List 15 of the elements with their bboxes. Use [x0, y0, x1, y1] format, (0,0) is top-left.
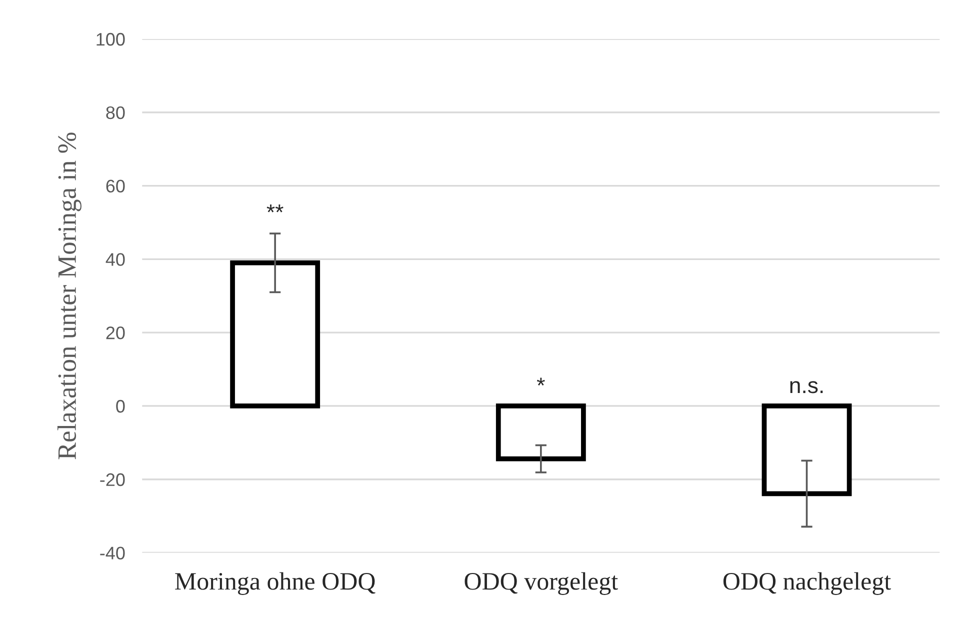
- y-tick-label: 60: [106, 180, 125, 193]
- x-tick-label: ODQ nachgelegt: [723, 572, 891, 595]
- x-tick-label: Moringa ohne ODQ: [175, 572, 376, 595]
- annotation: *: [536, 378, 545, 386]
- y-tick-label: 80: [106, 106, 125, 120]
- x-tick-label: ODQ vorgelegt: [464, 572, 618, 595]
- y-tick-label: 20: [106, 326, 125, 340]
- annotation: **: [266, 204, 284, 212]
- y-tick-label: 100: [96, 32, 125, 46]
- y-axis-title: Relaxation unter Moringa in %: [57, 132, 82, 460]
- y-tick-label: -20: [100, 473, 125, 486]
- y-tick-label: -40: [100, 546, 125, 560]
- y-tick-label: 40: [106, 253, 125, 266]
- annotation: n.s.: [790, 381, 823, 394]
- y-tick-label: 0: [116, 400, 125, 413]
